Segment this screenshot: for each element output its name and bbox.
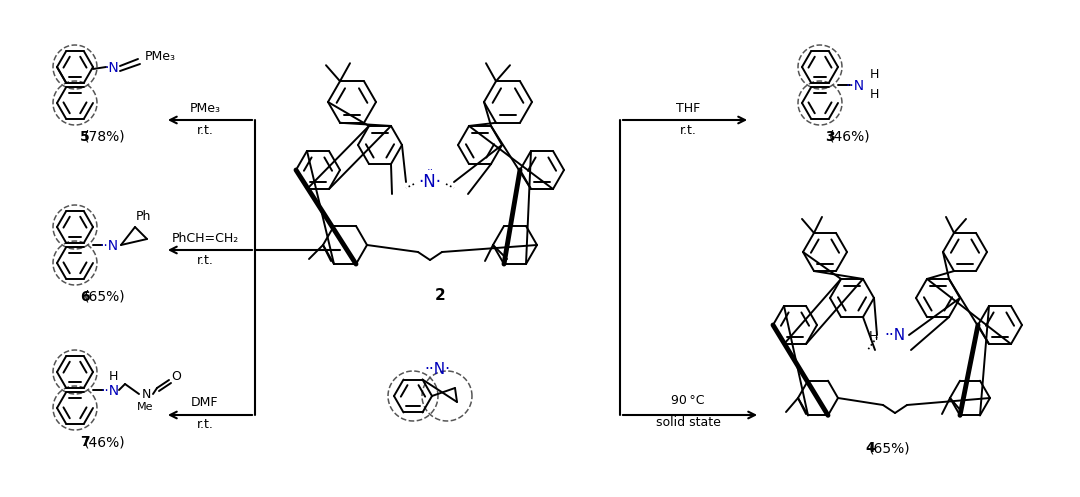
Text: ·N: ·N bbox=[105, 61, 120, 75]
Text: N: N bbox=[141, 389, 151, 402]
Text: ·N·: ·N· bbox=[419, 173, 442, 191]
Text: PMe₃: PMe₃ bbox=[145, 51, 175, 64]
Text: ··N: ··N bbox=[885, 328, 905, 342]
Text: 2: 2 bbox=[434, 287, 445, 303]
Text: (65%): (65%) bbox=[84, 290, 125, 304]
Text: ··N: ··N bbox=[846, 79, 865, 93]
Text: ··N·: ··N· bbox=[424, 362, 450, 378]
Text: r.t.: r.t. bbox=[197, 253, 214, 266]
Text: 6: 6 bbox=[80, 290, 90, 304]
Text: 3: 3 bbox=[825, 130, 835, 144]
Text: H: H bbox=[869, 88, 879, 101]
Text: r.t.: r.t. bbox=[679, 123, 697, 137]
Text: DMF: DMF bbox=[191, 397, 219, 410]
Text: PhCH=CH₂: PhCH=CH₂ bbox=[172, 232, 239, 245]
Text: 4: 4 bbox=[865, 441, 875, 455]
Text: PMe₃: PMe₃ bbox=[189, 101, 220, 114]
Text: ··: ·· bbox=[427, 165, 434, 175]
Text: H: H bbox=[869, 69, 879, 82]
Text: O: O bbox=[171, 369, 181, 383]
Text: 5: 5 bbox=[80, 130, 90, 144]
Text: H: H bbox=[108, 370, 118, 384]
Text: (46%): (46%) bbox=[84, 435, 125, 449]
Text: r.t.: r.t. bbox=[197, 123, 214, 137]
Text: Me: Me bbox=[137, 402, 153, 412]
Text: (46%): (46%) bbox=[829, 130, 870, 144]
Text: r.t.: r.t. bbox=[197, 418, 214, 431]
Text: 90 °C: 90 °C bbox=[672, 395, 705, 408]
Text: (78%): (78%) bbox=[84, 130, 125, 144]
Text: THF: THF bbox=[676, 101, 700, 114]
Text: solid state: solid state bbox=[656, 416, 720, 429]
Text: ··N: ··N bbox=[99, 239, 119, 253]
Text: Ph: Ph bbox=[135, 211, 151, 224]
Text: (65%): (65%) bbox=[869, 441, 910, 455]
Text: 7: 7 bbox=[80, 435, 90, 449]
Text: ··N: ··N bbox=[100, 384, 120, 398]
Text: H: H bbox=[868, 331, 878, 343]
